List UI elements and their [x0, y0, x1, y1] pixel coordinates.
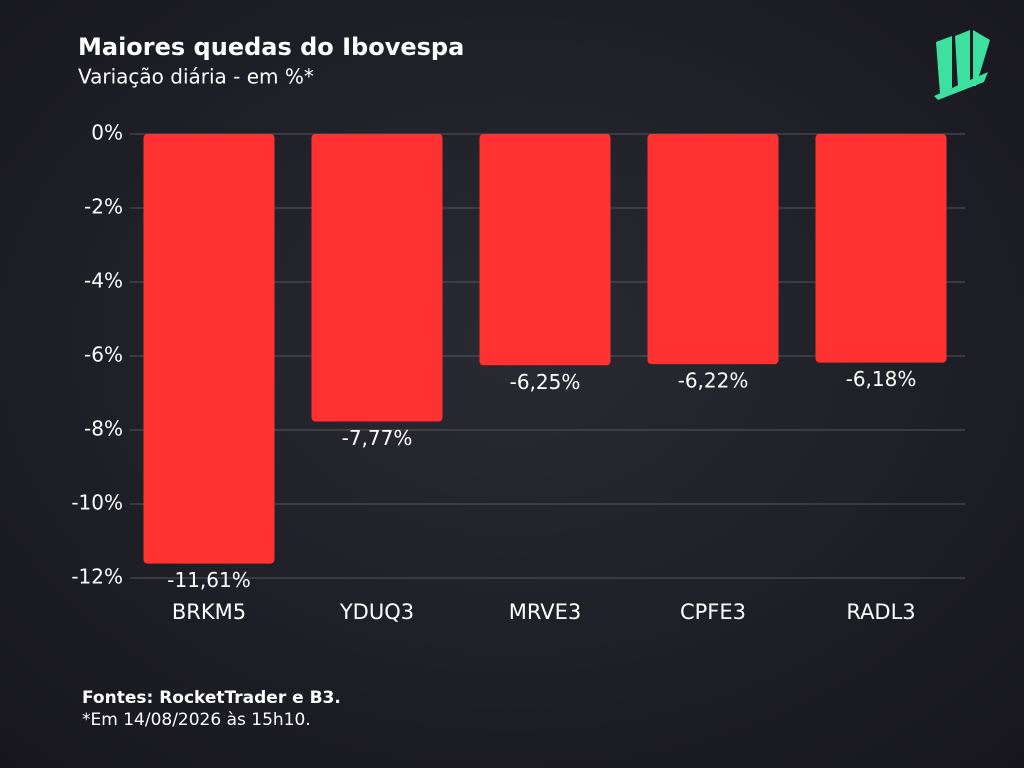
value-label: -11,61%	[167, 568, 250, 592]
note: *Em 14/08/2026 às 15h10.	[82, 710, 311, 730]
x-tick-label: YDUQ3	[339, 600, 414, 624]
value-label: -6,22%	[678, 369, 749, 393]
source: Fontes: RocketTrader e B3.	[82, 688, 341, 708]
value-label: -7,77%	[342, 426, 413, 450]
value-label: -6,25%	[510, 370, 581, 394]
bar	[815, 134, 947, 363]
y-tick-label: -4%	[84, 269, 123, 293]
y-tick-label: 0%	[91, 121, 123, 145]
y-tick-label: -2%	[84, 195, 123, 219]
x-tick-label: MRVE3	[509, 600, 582, 624]
bar	[647, 134, 779, 365]
chart-title: Maiores quedas do Ibovespa	[78, 33, 464, 61]
logo	[934, 30, 990, 100]
y-tick-label: -12%	[71, 565, 123, 589]
x-tick-label: BRKM5	[172, 600, 246, 624]
bar	[143, 134, 275, 564]
y-tick-label: -8%	[84, 417, 123, 441]
x-tick-label: RADL3	[846, 600, 915, 624]
y-tick-label: -10%	[71, 491, 123, 515]
bar	[479, 134, 611, 366]
chart-subtitle: Variação diária - em %*	[78, 65, 314, 89]
bar	[311, 134, 443, 422]
value-label: -6,18%	[846, 367, 917, 391]
x-tick-label: CPFE3	[680, 600, 746, 624]
y-tick-label: -6%	[84, 343, 123, 367]
